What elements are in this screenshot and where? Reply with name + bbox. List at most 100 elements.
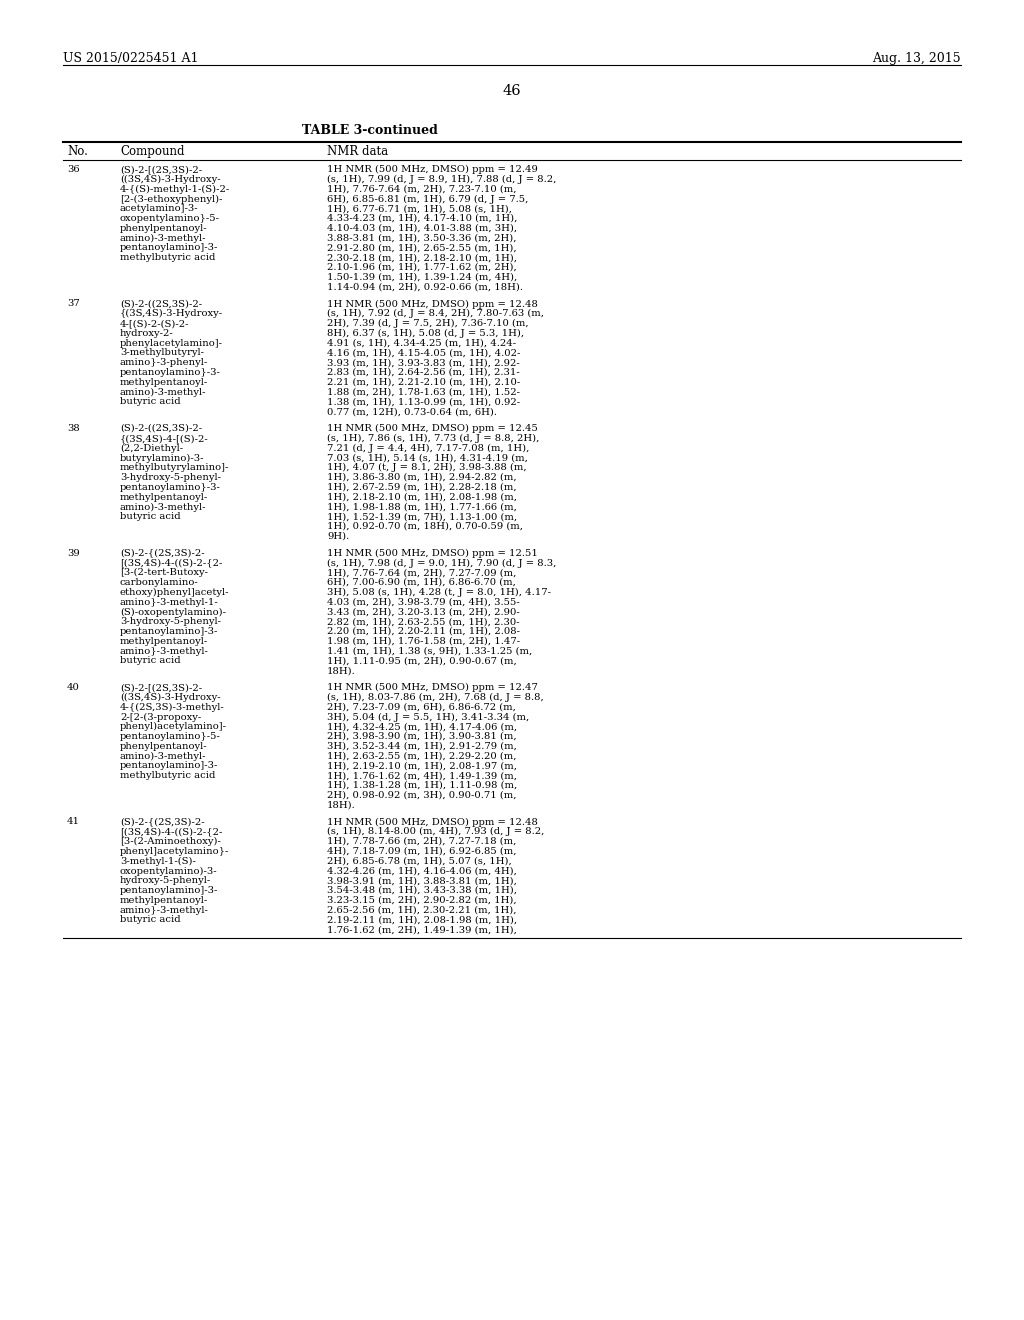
Text: 2.21 (m, 1H), 2.21-2.10 (m, 1H), 2.10-: 2.21 (m, 1H), 2.21-2.10 (m, 1H), 2.10- (327, 378, 520, 387)
Text: pentanoylamino}-3-: pentanoylamino}-3- (120, 368, 221, 378)
Text: butyric acid: butyric acid (120, 915, 180, 924)
Text: pentanoylamino]-3-: pentanoylamino]-3- (120, 886, 218, 895)
Text: 0.77 (m, 12H), 0.73-0.64 (m, 6H).: 0.77 (m, 12H), 0.73-0.64 (m, 6H). (327, 407, 497, 416)
Text: (s, 1H), 7.99 (d, J = 8.9, 1H), 7.88 (d, J = 8.2,: (s, 1H), 7.99 (d, J = 8.9, 1H), 7.88 (d,… (327, 174, 556, 183)
Text: pentanoylamino]-3-: pentanoylamino]-3- (120, 762, 218, 771)
Text: 40: 40 (67, 682, 80, 692)
Text: 4.33-4.23 (m, 1H), 4.17-4.10 (m, 1H),: 4.33-4.23 (m, 1H), 4.17-4.10 (m, 1H), (327, 214, 517, 223)
Text: phenyl]acetylamino}-: phenyl]acetylamino}- (120, 847, 229, 855)
Text: 2H), 0.98-0.92 (m, 3H), 0.90-0.71 (m,: 2H), 0.98-0.92 (m, 3H), 0.90-0.71 (m, (327, 791, 516, 800)
Text: (S)-2-[(2S,3S)-2-: (S)-2-[(2S,3S)-2- (120, 165, 202, 174)
Text: 1H NMR (500 MHz, DMSO) ppm = 12.47: 1H NMR (500 MHz, DMSO) ppm = 12.47 (327, 682, 538, 692)
Text: hydroxy-5-phenyl-: hydroxy-5-phenyl- (120, 876, 211, 886)
Text: 2.10-1.96 (m, 1H), 1.77-1.62 (m, 2H),: 2.10-1.96 (m, 1H), 1.77-1.62 (m, 2H), (327, 263, 517, 272)
Text: 3H), 3.52-3.44 (m, 1H), 2.91-2.79 (m,: 3H), 3.52-3.44 (m, 1H), 2.91-2.79 (m, (327, 742, 517, 751)
Text: 1H), 1.38-1.28 (m, 1H), 1.11-0.98 (m,: 1H), 1.38-1.28 (m, 1H), 1.11-0.98 (m, (327, 781, 517, 789)
Text: 1.98 (m, 1H), 1.76-1.58 (m, 2H), 1.47-: 1.98 (m, 1H), 1.76-1.58 (m, 2H), 1.47- (327, 636, 520, 645)
Text: [(3S,4S)-4-((S)-2-{2-: [(3S,4S)-4-((S)-2-{2- (120, 558, 222, 568)
Text: 2.19-2.11 (m, 1H), 2.08-1.98 (m, 1H),: 2.19-2.11 (m, 1H), 2.08-1.98 (m, 1H), (327, 915, 517, 924)
Text: 1H), 7.76-7.64 (m, 2H), 7.23-7.10 (m,: 1H), 7.76-7.64 (m, 2H), 7.23-7.10 (m, (327, 185, 516, 194)
Text: methylpentanoyl-: methylpentanoyl- (120, 896, 208, 904)
Text: (S)-2-[(2S,3S)-2-: (S)-2-[(2S,3S)-2- (120, 682, 202, 692)
Text: Compound: Compound (120, 145, 184, 158)
Text: 2H), 7.23-7.09 (m, 6H), 6.86-6.72 (m,: 2H), 7.23-7.09 (m, 6H), 6.86-6.72 (m, (327, 702, 516, 711)
Text: pentanoylamino]-3-: pentanoylamino]-3- (120, 243, 218, 252)
Text: (S)-2-{(2S,3S)-2-: (S)-2-{(2S,3S)-2- (120, 817, 205, 826)
Text: methylpentanoyl-: methylpentanoyl- (120, 492, 208, 502)
Text: (S)-2-{(2S,3S)-2-: (S)-2-{(2S,3S)-2- (120, 549, 205, 557)
Text: 4-{(2S,3S)-3-methyl-: 4-{(2S,3S)-3-methyl- (120, 702, 224, 711)
Text: 6H), 6.85-6.81 (m, 1H), 6.79 (d, J = 7.5,: 6H), 6.85-6.81 (m, 1H), 6.79 (d, J = 7.5… (327, 194, 528, 203)
Text: 4.91 (s, 1H), 4.34-4.25 (m, 1H), 4.24-: 4.91 (s, 1H), 4.34-4.25 (m, 1H), 4.24- (327, 339, 516, 347)
Text: 3H), 5.04 (d, J = 5.5, 1H), 3.41-3.34 (m,: 3H), 5.04 (d, J = 5.5, 1H), 3.41-3.34 (m… (327, 713, 529, 722)
Text: phenylpentanoyl-: phenylpentanoyl- (120, 742, 208, 751)
Text: 2H), 7.39 (d, J = 7.5, 2H), 7.36-7.10 (m,: 2H), 7.39 (d, J = 7.5, 2H), 7.36-7.10 (m… (327, 319, 528, 329)
Text: 1H), 2.18-2.10 (m, 1H), 2.08-1.98 (m,: 1H), 2.18-2.10 (m, 1H), 2.08-1.98 (m, (327, 492, 517, 502)
Text: 3.23-3.15 (m, 2H), 2.90-2.82 (m, 1H),: 3.23-3.15 (m, 2H), 2.90-2.82 (m, 1H), (327, 896, 517, 904)
Text: 1H), 2.67-2.59 (m, 1H), 2.28-2.18 (m,: 1H), 2.67-2.59 (m, 1H), 2.28-2.18 (m, (327, 483, 517, 492)
Text: oxopentylamino}-5-: oxopentylamino}-5- (120, 214, 220, 223)
Text: (2,2-Diethyl-: (2,2-Diethyl- (120, 444, 183, 453)
Text: TABLE 3-continued: TABLE 3-continued (302, 124, 438, 137)
Text: 46: 46 (503, 84, 521, 98)
Text: Aug. 13, 2015: Aug. 13, 2015 (872, 51, 961, 65)
Text: amino}-3-methyl-: amino}-3-methyl- (120, 906, 209, 915)
Text: butyric acid: butyric acid (120, 397, 180, 407)
Text: 1H NMR (500 MHz, DMSO) ppm = 12.51: 1H NMR (500 MHz, DMSO) ppm = 12.51 (327, 549, 538, 558)
Text: amino)-3-methyl-: amino)-3-methyl- (120, 503, 207, 512)
Text: 41: 41 (67, 817, 80, 826)
Text: 1H), 1.11-0.95 (m, 2H), 0.90-0.67 (m,: 1H), 1.11-0.95 (m, 2H), 0.90-0.67 (m, (327, 656, 517, 665)
Text: (s, 1H), 8.14-8.00 (m, 4H), 7.93 (d, J = 8.2,: (s, 1H), 8.14-8.00 (m, 4H), 7.93 (d, J =… (327, 828, 545, 837)
Text: 2H), 6.85-6.78 (m, 1H), 5.07 (s, 1H),: 2H), 6.85-6.78 (m, 1H), 5.07 (s, 1H), (327, 857, 512, 866)
Text: methylpentanoyl-: methylpentanoyl- (120, 636, 208, 645)
Text: 18H).: 18H). (327, 801, 355, 809)
Text: ethoxy)phenyl]acetyl-: ethoxy)phenyl]acetyl- (120, 587, 229, 597)
Text: 4.10-4.03 (m, 1H), 4.01-3.88 (m, 3H),: 4.10-4.03 (m, 1H), 4.01-3.88 (m, 3H), (327, 224, 517, 232)
Text: ((3S,4S)-3-Hydroxy-: ((3S,4S)-3-Hydroxy- (120, 174, 220, 183)
Text: amino}-3-phenyl-: amino}-3-phenyl- (120, 358, 208, 367)
Text: 1H NMR (500 MHz, DMSO) ppm = 12.45: 1H NMR (500 MHz, DMSO) ppm = 12.45 (327, 424, 538, 433)
Text: (S)-2-((2S,3S)-2-: (S)-2-((2S,3S)-2- (120, 424, 202, 433)
Text: 1H), 1.98-1.88 (m, 1H), 1.77-1.66 (m,: 1H), 1.98-1.88 (m, 1H), 1.77-1.66 (m, (327, 503, 517, 511)
Text: (s, 1H), 8.03-7.86 (m, 2H), 7.68 (d, J = 8.8,: (s, 1H), 8.03-7.86 (m, 2H), 7.68 (d, J =… (327, 693, 544, 702)
Text: (S)-oxopentylamino)-: (S)-oxopentylamino)- (120, 607, 226, 616)
Text: 38: 38 (67, 424, 80, 433)
Text: 1H), 1.76-1.62 (m, 4H), 1.49-1.39 (m,: 1H), 1.76-1.62 (m, 4H), 1.49-1.39 (m, (327, 771, 517, 780)
Text: 1H), 4.07 (t, J = 8.1, 2H), 3.98-3.88 (m,: 1H), 4.07 (t, J = 8.1, 2H), 3.98-3.88 (m… (327, 463, 526, 473)
Text: [3-(2-tert-Butoxy-: [3-(2-tert-Butoxy- (120, 568, 208, 577)
Text: amino)-3-methyl-: amino)-3-methyl- (120, 234, 207, 243)
Text: 4-{(S)-methyl-1-(S)-2-: 4-{(S)-methyl-1-(S)-2- (120, 185, 230, 194)
Text: acetylamino]-3-: acetylamino]-3- (120, 205, 199, 214)
Text: carbonylamino-: carbonylamino- (120, 578, 199, 587)
Text: phenyl)acetylamino]-: phenyl)acetylamino]- (120, 722, 227, 731)
Text: methylpentanoyl-: methylpentanoyl- (120, 378, 208, 387)
Text: 1H NMR (500 MHz, DMSO) ppm = 12.49: 1H NMR (500 MHz, DMSO) ppm = 12.49 (327, 165, 538, 174)
Text: methylbutyric acid: methylbutyric acid (120, 771, 215, 780)
Text: 1H), 7.76-7.64 (m, 2H), 7.27-7.09 (m,: 1H), 7.76-7.64 (m, 2H), 7.27-7.09 (m, (327, 568, 516, 577)
Text: [3-(2-Aminoethoxy)-: [3-(2-Aminoethoxy)- (120, 837, 221, 846)
Text: butyric acid: butyric acid (120, 512, 180, 521)
Text: [(3S,4S)-4-((S)-2-{2-: [(3S,4S)-4-((S)-2-{2- (120, 828, 222, 836)
Text: {(3S,4S)-3-Hydroxy-: {(3S,4S)-3-Hydroxy- (120, 309, 223, 318)
Text: 2.82 (m, 1H), 2.63-2.55 (m, 1H), 2.30-: 2.82 (m, 1H), 2.63-2.55 (m, 1H), 2.30- (327, 618, 519, 626)
Text: 3-hydroxy-5-phenyl-: 3-hydroxy-5-phenyl- (120, 618, 221, 626)
Text: 3-hydroxy-5-phenyl-: 3-hydroxy-5-phenyl- (120, 473, 221, 482)
Text: methylbutyric acid: methylbutyric acid (120, 253, 215, 263)
Text: 1H), 0.92-0.70 (m, 18H), 0.70-0.59 (m,: 1H), 0.92-0.70 (m, 18H), 0.70-0.59 (m, (327, 521, 523, 531)
Text: 2H), 3.98-3.90 (m, 1H), 3.90-3.81 (m,: 2H), 3.98-3.90 (m, 1H), 3.90-3.81 (m, (327, 733, 517, 741)
Text: amino}-3-methyl-1-: amino}-3-methyl-1- (120, 598, 219, 607)
Text: methylbutyrylamino]-: methylbutyrylamino]- (120, 463, 229, 473)
Text: 4H), 7.18-7.09 (m, 1H), 6.92-6.85 (m,: 4H), 7.18-7.09 (m, 1H), 6.92-6.85 (m, (327, 847, 516, 855)
Text: amino)-3-methyl-: amino)-3-methyl- (120, 388, 207, 397)
Text: 7.03 (s, 1H), 5.14 (s, 1H), 4.31-4.19 (m,: 7.03 (s, 1H), 5.14 (s, 1H), 4.31-4.19 (m… (327, 453, 528, 462)
Text: 3-methyl-1-(S)-: 3-methyl-1-(S)- (120, 857, 196, 866)
Text: 1H NMR (500 MHz, DMSO) ppm = 12.48: 1H NMR (500 MHz, DMSO) ppm = 12.48 (327, 300, 538, 309)
Text: amino)-3-methyl-: amino)-3-methyl- (120, 751, 207, 760)
Text: (s, 1H), 7.86 (s, 1H), 7.73 (d, J = 8.8, 2H),: (s, 1H), 7.86 (s, 1H), 7.73 (d, J = 8.8,… (327, 434, 540, 444)
Text: phenylacetylamino]-: phenylacetylamino]- (120, 339, 223, 347)
Text: 3H), 5.08 (s, 1H), 4.28 (t, J = 8.0, 1H), 4.17-: 3H), 5.08 (s, 1H), 4.28 (t, J = 8.0, 1H)… (327, 587, 551, 597)
Text: NMR data: NMR data (327, 145, 388, 158)
Text: butyric acid: butyric acid (120, 656, 180, 665)
Text: 3.54-3.48 (m, 1H), 3.43-3.38 (m, 1H),: 3.54-3.48 (m, 1H), 3.43-3.38 (m, 1H), (327, 886, 517, 895)
Text: 6H), 7.00-6.90 (m, 1H), 6.86-6.70 (m,: 6H), 7.00-6.90 (m, 1H), 6.86-6.70 (m, (327, 578, 516, 587)
